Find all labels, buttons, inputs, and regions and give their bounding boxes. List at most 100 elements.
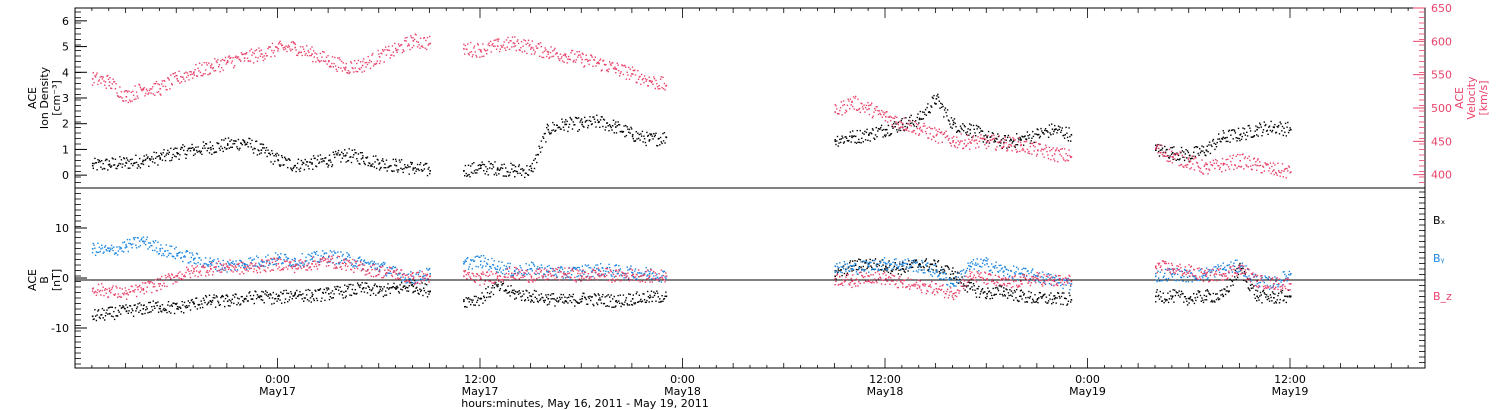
data-point <box>650 296 652 298</box>
data-point <box>606 305 609 307</box>
data-point <box>921 261 924 263</box>
data-point <box>535 273 537 276</box>
data-point <box>1039 135 1041 138</box>
data-point <box>282 292 284 295</box>
data-point <box>914 261 916 264</box>
data-point <box>397 272 400 275</box>
data-point <box>1201 159 1203 161</box>
data-point <box>992 132 994 135</box>
data-point <box>517 42 520 45</box>
data-point <box>589 116 591 118</box>
data-point <box>204 73 206 75</box>
data-point <box>427 168 429 170</box>
data-point <box>426 48 428 51</box>
data-point <box>412 37 414 39</box>
data-point <box>161 154 163 156</box>
data-point <box>1032 130 1034 133</box>
data-point <box>865 131 868 134</box>
data-point <box>1012 292 1014 294</box>
data-point <box>582 292 584 294</box>
data-point <box>1033 150 1035 152</box>
data-point <box>107 169 109 171</box>
data-point <box>883 268 886 270</box>
data-point <box>927 262 929 264</box>
data-point <box>193 71 195 73</box>
data-point <box>96 169 98 171</box>
data-point <box>168 310 170 313</box>
data-point <box>1016 144 1019 146</box>
data-point <box>1069 155 1071 157</box>
data-point <box>568 276 570 278</box>
data-point <box>397 290 400 293</box>
data-point <box>887 116 890 118</box>
data-point <box>847 98 849 100</box>
data-point <box>169 88 171 90</box>
data-point <box>909 120 912 122</box>
data-point <box>356 158 358 160</box>
data-point <box>1266 298 1268 301</box>
data-point <box>116 315 119 317</box>
data-point <box>1161 149 1163 151</box>
data-point <box>936 133 938 135</box>
data-point <box>581 265 584 267</box>
data-point <box>963 124 965 127</box>
data-point <box>145 158 147 161</box>
data-point <box>402 49 404 51</box>
data-point <box>482 43 484 45</box>
data-point <box>131 247 133 249</box>
data-point <box>1268 297 1270 300</box>
data-point <box>1186 164 1189 166</box>
data-point <box>1041 271 1044 273</box>
x-tick-date-label: May19 <box>1272 385 1309 398</box>
data-point <box>275 155 277 157</box>
data-point <box>612 269 615 272</box>
data-point <box>579 298 581 301</box>
data-point <box>1063 292 1065 294</box>
data-point <box>231 262 233 264</box>
data-point <box>1037 302 1039 304</box>
data-point <box>210 64 212 67</box>
data-point <box>1167 301 1170 304</box>
data-point <box>346 252 348 254</box>
data-point <box>1251 283 1253 286</box>
data-point <box>113 318 116 321</box>
data-point <box>471 163 473 165</box>
data-point <box>561 60 564 62</box>
data-point <box>217 302 220 304</box>
data-point <box>183 312 185 314</box>
data-point <box>483 255 485 257</box>
data-point <box>94 157 96 160</box>
data-point <box>233 140 235 142</box>
data-point <box>1242 267 1244 270</box>
data-point <box>937 96 940 98</box>
data-point <box>311 53 313 55</box>
data-point <box>132 90 134 93</box>
data-point <box>392 265 394 268</box>
data-point <box>883 114 885 116</box>
data-point <box>160 94 162 96</box>
data-point <box>202 297 205 299</box>
data-point <box>963 285 965 287</box>
data-point <box>149 159 151 161</box>
data-point <box>1176 152 1178 154</box>
data-point <box>912 266 914 268</box>
data-point <box>595 264 597 266</box>
data-point <box>967 142 969 145</box>
data-point <box>359 286 361 289</box>
data-point <box>480 255 483 257</box>
data-point <box>1182 293 1184 295</box>
data-point <box>543 133 546 135</box>
data-point <box>1246 281 1248 283</box>
data-point <box>202 147 204 149</box>
data-point <box>571 296 574 298</box>
data-point <box>880 126 882 129</box>
data-point <box>1197 152 1199 155</box>
data-point <box>318 60 320 62</box>
data-point <box>1032 268 1034 270</box>
data-point <box>371 165 373 167</box>
data-point <box>845 110 848 113</box>
data-point <box>969 123 971 125</box>
data-point <box>167 249 169 252</box>
data-point <box>195 263 197 265</box>
data-point <box>121 250 123 252</box>
